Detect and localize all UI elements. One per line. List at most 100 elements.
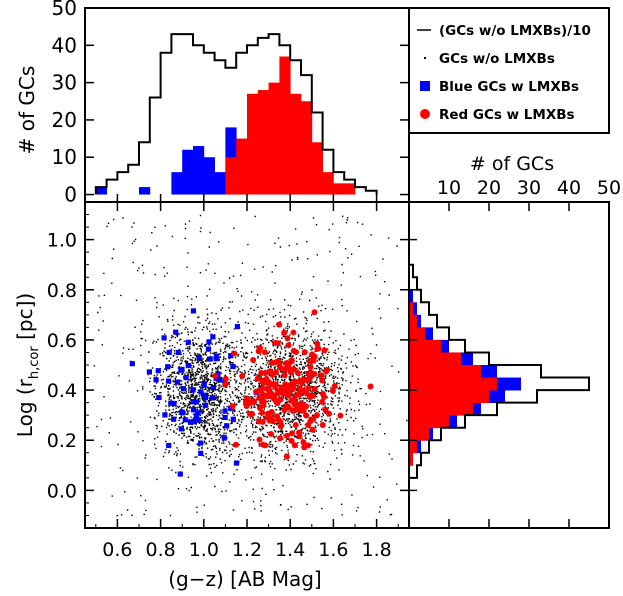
scatter-point-red-gc	[272, 369, 279, 376]
scatter-point-red-gc	[291, 442, 298, 449]
scatter-point-blue-gc	[178, 426, 184, 432]
scatter-point-red-gc	[290, 407, 297, 414]
top-hist-bar-red	[268, 82, 280, 195]
scatter-point-blue-gc	[213, 353, 219, 359]
top-hist-bar-red	[257, 90, 269, 195]
top-hist-bar-blue	[214, 172, 226, 195]
legend-label: Red GCs w LMXBs	[439, 107, 575, 123]
scatter-point-blue-gc	[230, 416, 236, 422]
legend-label: GCs w/o LMXBs	[439, 51, 555, 67]
scatter-point-red-gc	[319, 390, 326, 397]
scatter-point-red-gc	[304, 377, 311, 384]
scatter-point-blue-gc	[201, 382, 207, 388]
scatter-point-red-gc	[301, 349, 308, 356]
scatter-point-blue-gc	[161, 335, 167, 341]
right-hist-bar-red	[409, 365, 481, 378]
scatter-point-red-gc	[309, 392, 316, 399]
scatter-point-red-gc	[264, 414, 271, 421]
scatter-point-red-gc	[283, 453, 290, 460]
scatter-point-blue-gc	[171, 400, 177, 407]
scatter-point-red-gc	[231, 350, 238, 357]
top-hist-step-line	[94, 33, 378, 195]
top-hist-y-tick-label: 30	[52, 71, 77, 95]
scatter-point-blue-gc	[210, 384, 216, 391]
scatter-point-red-gc	[277, 423, 284, 430]
scatter-point-red-gc	[248, 410, 255, 417]
scatter-panel: 0.6 0.8 1.0 1.2 1.4 1.6 1.8 0.0 0.2 0.4 0.6 0.8 1.0	[47, 201, 410, 561]
scatter-point-blue-gc	[178, 367, 184, 373]
scatter-y-tick-label: 0.0	[47, 480, 77, 502]
scatter-point-blue-gc	[190, 418, 196, 425]
scatter-point-blue-gc	[201, 392, 207, 398]
scatter-point-blue-gc	[222, 414, 228, 421]
scatter-point-red-gc	[276, 388, 283, 395]
scatter-point-blue-gc	[206, 339, 212, 345]
right-hist-bar-red	[409, 302, 413, 316]
top-hist-bar-blue	[171, 172, 183, 195]
top-hist-bar-blue	[182, 149, 194, 195]
scatter-point-blue-gc	[155, 368, 161, 374]
scatter-point-blue-gc	[224, 423, 230, 429]
scatter-point-blue-gc	[190, 387, 196, 393]
scatter-point-red-gc	[284, 335, 291, 342]
top-hist-y-tick-label: 40	[52, 33, 77, 57]
right-hist-bar-red	[409, 440, 417, 454]
top-hist-bar-blue	[203, 157, 215, 195]
scatter-point-blue-gc	[210, 334, 216, 340]
top-hist-bar-red	[247, 93, 259, 195]
top-hist-bar-blue	[193, 146, 205, 195]
scatter-point-blue-gc	[193, 399, 200, 405]
scatter-point-red-gc	[259, 418, 266, 425]
scatter-point-red-gc	[296, 385, 303, 392]
scatter-point-red-gc	[286, 365, 293, 372]
scatter-point-red-gc	[258, 369, 265, 376]
scatter-point-red-gc	[263, 378, 270, 385]
scatter-point-blue-gc	[166, 349, 172, 355]
right-hist-bar-red	[409, 339, 441, 353]
scatter-point-blue-gc	[222, 408, 228, 414]
top-hist-bar-red	[322, 172, 334, 195]
scatter-point-red-gc	[260, 402, 267, 409]
scatter-point-red-gc	[285, 387, 292, 394]
scatter-point-red-gc	[261, 349, 268, 356]
scatter-point-red-gc	[267, 368, 274, 375]
scatter-point-red-gc	[285, 404, 292, 411]
scatter-point-red-gc	[250, 399, 257, 406]
axis-labels: (g−z) [AB Mag] # of GCs # of GCs Log (rh…	[13, 66, 554, 591]
scatter-point-red-gc	[264, 386, 271, 393]
scatter-point-blue-gc	[202, 402, 208, 408]
top-hist-bar-blue	[95, 187, 107, 195]
right-hist-bar-red	[409, 327, 425, 341]
scatter-point-red-gc	[306, 358, 313, 365]
right-hist-bar-red	[409, 402, 473, 416]
scatter-point-red-gc	[212, 372, 219, 379]
right-hist-x-tick-label: 10	[437, 177, 461, 199]
top-hist-bar-red	[225, 157, 237, 195]
top-hist-y-tick-label: 10	[52, 145, 77, 169]
scatter-point-red-gc	[288, 437, 295, 444]
scatter-point-red-gc	[222, 375, 229, 382]
scatter-point-blue-gc	[156, 394, 162, 401]
scatter-point-red-gc	[313, 412, 320, 419]
scatter-point-blue-gc	[190, 308, 197, 314]
scatter-point-red-gc	[255, 348, 262, 355]
scatter-point-blue-gc	[190, 407, 197, 413]
scatter-point-red-gc	[274, 400, 281, 407]
scatter-point-red-gc	[276, 321, 283, 328]
scatter-point-red-gc	[259, 385, 266, 392]
scatter-point-red-gc	[324, 366, 331, 373]
scatter-points-gcs-without-lmxbs	[93, 214, 408, 517]
scatter-point-red-gc	[315, 345, 322, 352]
scatter-point-red-gc	[318, 372, 325, 379]
scatter-point-red-gc	[277, 364, 284, 371]
scatter-point-red-gc	[283, 432, 290, 439]
scatter-point-red-gc	[311, 386, 318, 393]
scatter-point-blue-gc	[205, 346, 212, 352]
right-hist-bar-red	[409, 452, 413, 466]
scatter-point-blue-gc	[216, 376, 222, 383]
scatter-point-red-gc	[254, 375, 261, 382]
scatter-point-blue-gc	[193, 414, 200, 420]
scatter-point-red-gc	[269, 392, 276, 399]
right-hist-x-tick-label: 50	[597, 177, 621, 199]
right-hist-bar-red	[409, 427, 429, 441]
